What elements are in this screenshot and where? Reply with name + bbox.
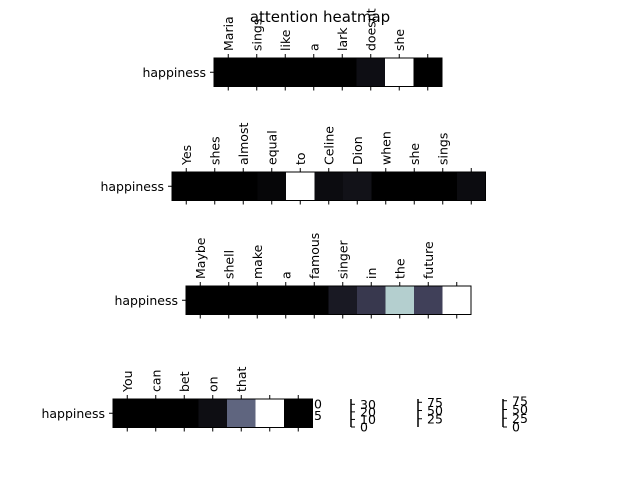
heatmap-cell bbox=[214, 286, 244, 315]
row-label: happiness bbox=[41, 406, 105, 421]
heatmap-cell bbox=[229, 172, 258, 201]
token-label: doesnt bbox=[363, 8, 378, 51]
heatmap-panel: happiness You can bet on that bbox=[41, 367, 313, 432]
token-label: sings bbox=[249, 19, 264, 51]
token-label: a bbox=[278, 271, 293, 279]
token-label: a bbox=[306, 43, 321, 51]
heatmap-panel: happiness Maria sings like a lark doesnt she bbox=[142, 8, 443, 91]
heatmap-cell bbox=[243, 286, 272, 315]
heatmap-cell bbox=[299, 58, 329, 87]
chart-title: attention heatmap bbox=[250, 8, 390, 26]
colorbar-tick-label: 25 bbox=[512, 411, 528, 426]
token-label: Maria bbox=[221, 16, 236, 51]
token-label: Celine bbox=[321, 126, 336, 165]
row-label: happiness bbox=[142, 65, 206, 80]
token-label: singer bbox=[335, 239, 350, 279]
token-label: can bbox=[148, 370, 163, 392]
heatmap-cell bbox=[198, 399, 228, 428]
heatmap-cell bbox=[227, 399, 256, 428]
token-label: Maybe bbox=[193, 237, 208, 279]
colorbar-tick-label: 75 bbox=[427, 395, 443, 410]
token-label: famous bbox=[307, 233, 322, 279]
heatmap-cell bbox=[214, 58, 243, 87]
heatmap-cell bbox=[141, 399, 171, 428]
heatmap-cell bbox=[314, 172, 344, 201]
heatmap-cell bbox=[328, 58, 357, 87]
token-label: when bbox=[378, 131, 393, 165]
colorbar-tick-label: 30 bbox=[360, 397, 376, 412]
token-label: the bbox=[392, 258, 407, 279]
token-label: to bbox=[293, 152, 308, 165]
colorbar-tick-label: 25 bbox=[427, 411, 443, 426]
heatmap-cell bbox=[385, 58, 414, 87]
heatmap-cell bbox=[255, 399, 285, 428]
token-label: she bbox=[407, 143, 422, 165]
token-label: almost bbox=[236, 123, 251, 165]
heatmap-cell bbox=[442, 286, 472, 315]
heatmap-cell bbox=[200, 172, 230, 201]
heatmap-cell bbox=[413, 58, 443, 87]
heatmap-cell bbox=[385, 286, 415, 315]
heatmap-cell bbox=[457, 172, 486, 201]
colorbar-tick-label: 50 bbox=[306, 397, 322, 412]
heatmap-cell bbox=[286, 172, 315, 201]
token-label: sings bbox=[435, 133, 450, 165]
token-label: like bbox=[278, 29, 293, 51]
token-label: shell bbox=[221, 250, 236, 279]
colorbar-tick-label: 50 bbox=[512, 402, 528, 417]
token-label: You bbox=[120, 370, 135, 393]
colorbar-tick-label: 50 bbox=[427, 403, 443, 418]
heatmap-cell bbox=[172, 172, 201, 201]
heatmap-cell bbox=[328, 286, 358, 315]
heatmap-cell bbox=[170, 399, 199, 428]
token-label: equal bbox=[264, 130, 279, 165]
token-label: in bbox=[364, 268, 379, 279]
row-label: happiness bbox=[114, 293, 178, 308]
heatmap-cell bbox=[271, 58, 300, 87]
token-label: future bbox=[421, 241, 436, 279]
heatmap-cell bbox=[371, 172, 401, 201]
heatmap-cell bbox=[271, 286, 301, 315]
colorbar-tick-label: 0 bbox=[360, 420, 368, 435]
colorbar-tick-label: 20 bbox=[360, 404, 376, 419]
colorbar-tick-label: 10 bbox=[360, 412, 376, 427]
colorbar-tick-label: 25 bbox=[306, 408, 322, 423]
heatmap-cell bbox=[356, 58, 386, 87]
colorbar-tick-label: 75 bbox=[512, 393, 528, 408]
token-label: lark bbox=[335, 27, 350, 51]
heatmap-cell bbox=[343, 172, 372, 201]
colorbar-tick-label: 0 bbox=[512, 420, 520, 435]
heatmap-panel: happiness Maybe shell make a famous singer in th… bbox=[114, 233, 472, 319]
token-label: Dion bbox=[350, 136, 365, 165]
heatmap-cell bbox=[414, 286, 443, 315]
token-label: that bbox=[234, 367, 249, 392]
heatmap-cell bbox=[400, 172, 429, 201]
token-label: Yes bbox=[179, 145, 194, 166]
token-label: on bbox=[205, 376, 220, 392]
token-label: she bbox=[392, 29, 407, 51]
token-label: bet bbox=[177, 371, 192, 392]
heatmap-cell bbox=[428, 172, 458, 201]
heatmap-panel: happiness Yes shes almost equal to Celine Dion w… bbox=[100, 123, 486, 205]
heatmap-cell bbox=[300, 286, 329, 315]
heatmap-cell bbox=[257, 172, 287, 201]
token-label: make bbox=[250, 244, 265, 279]
token-label: shes bbox=[207, 136, 222, 165]
heatmap-cell bbox=[357, 286, 386, 315]
heatmap-cell bbox=[186, 286, 215, 315]
row-label: happiness bbox=[100, 179, 164, 194]
heatmap-cell bbox=[113, 399, 142, 428]
heatmap-cell bbox=[242, 58, 272, 87]
